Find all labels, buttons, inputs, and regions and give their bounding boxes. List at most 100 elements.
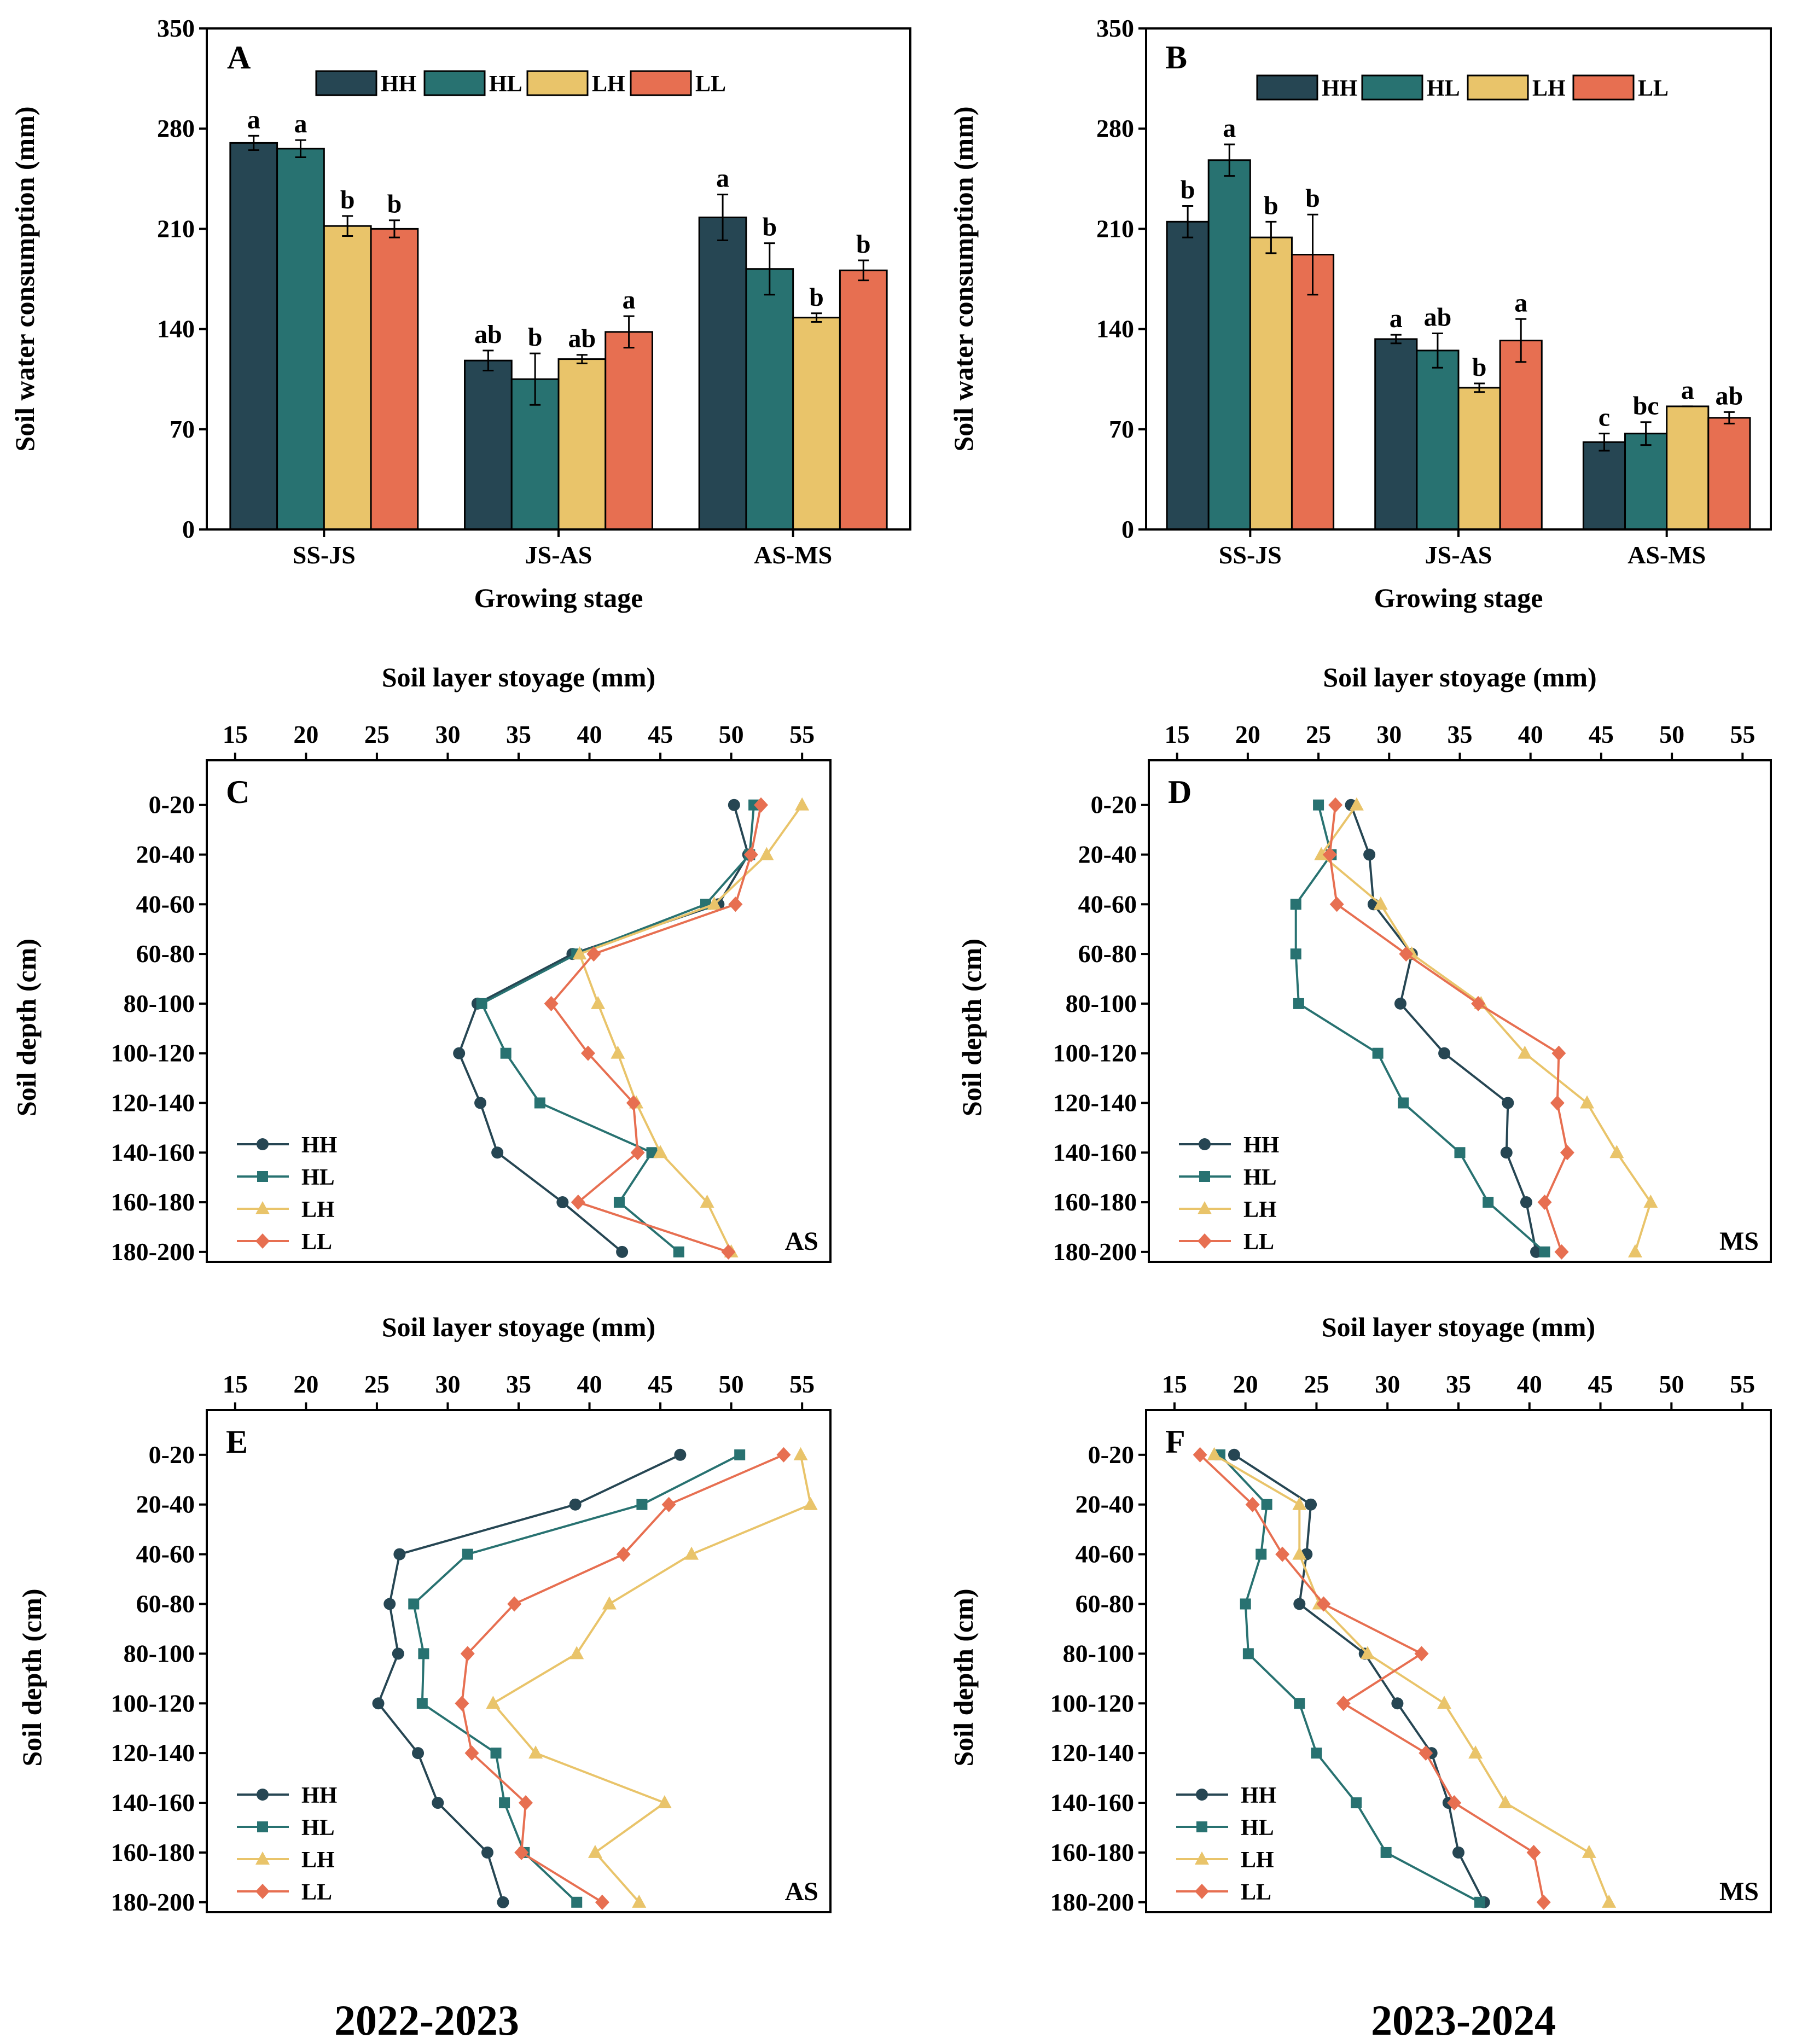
marker-square <box>1290 899 1301 910</box>
marker-diamond <box>630 1145 645 1161</box>
marker-circle <box>1502 1097 1514 1109</box>
marker-diamond <box>507 1596 522 1612</box>
legend-label-HL: HL <box>301 1815 335 1841</box>
y-tick-label: 140-160 <box>111 1789 195 1816</box>
marker-diamond <box>1551 1045 1566 1061</box>
significance-letter: b <box>1264 191 1278 220</box>
x-tick-label: 15 <box>223 720 248 748</box>
legend-label-HH: HH <box>1241 1783 1276 1808</box>
y-tick-label: 80-100 <box>1063 1639 1134 1667</box>
legend-swatch-LH <box>526 70 589 96</box>
significance-letter: a <box>1681 376 1694 405</box>
marker-diamond <box>514 1844 529 1860</box>
x-tick-label: 45 <box>1589 720 1614 748</box>
marker-circle <box>392 1647 404 1660</box>
marker-diamond <box>1471 995 1486 1011</box>
y-axis-label: Soil water consumption (mm) <box>948 106 979 451</box>
marker-triangle <box>255 1201 270 1214</box>
marker-triangle <box>591 995 606 1009</box>
marker-circle <box>1394 997 1406 1010</box>
category-label: AS-MS <box>754 541 832 569</box>
marker-triangle <box>684 1546 699 1560</box>
bar-LL-JS-AS <box>1499 340 1543 531</box>
marker-circle <box>728 799 740 811</box>
marker-square <box>636 1499 648 1510</box>
marker-triangle <box>707 896 722 910</box>
marker-triangle <box>588 1844 602 1858</box>
y-tick-label: 40-60 <box>1076 1540 1134 1568</box>
x-tick-label: 15 <box>1165 720 1190 748</box>
marker-square <box>1290 948 1301 960</box>
y-tick-label: 210 <box>157 214 195 242</box>
marker-triangle <box>569 1646 584 1659</box>
marker-square <box>1539 1246 1550 1257</box>
y-tick-label: 350 <box>1096 14 1134 42</box>
significance-letter: ab <box>568 324 596 353</box>
significance-letter: b <box>387 190 402 219</box>
y-tick-label: 60-80 <box>1078 940 1137 968</box>
y-tick-label: 40-60 <box>1078 890 1137 918</box>
x-axis-label: Soil layer stoyage (mm) <box>1323 662 1596 692</box>
x-tick-label: 55 <box>789 720 815 748</box>
x-tick-label: 25 <box>1306 720 1331 748</box>
legend-label-HH: HH <box>381 72 416 97</box>
marker-triangle <box>653 1145 668 1158</box>
y-tick-label: 60-80 <box>1076 1589 1134 1617</box>
marker-triangle <box>657 1795 672 1809</box>
bar-LL-JS-AS <box>605 331 653 531</box>
x-tick-label: 25 <box>364 1370 390 1398</box>
marker-triangle <box>1373 896 1388 910</box>
marker-square <box>418 1648 429 1659</box>
x-tick-label: 45 <box>1588 1370 1613 1398</box>
bar-HL-AS-MS <box>1624 433 1668 531</box>
bar-LH-AS-MS <box>1666 405 1710 531</box>
line-chart-C: 15 20 25 30 35 40 45 50 55 Soil layer stoyage (mm… <box>11 662 832 1266</box>
marker-circle <box>1228 1448 1240 1461</box>
legend-label-LH: LH <box>1241 1848 1274 1873</box>
marker-square <box>1242 1648 1254 1659</box>
significance-letter: a <box>1390 304 1403 333</box>
marker-square <box>1261 1499 1272 1510</box>
x-tick-label: 55 <box>789 1370 815 1398</box>
marker-circle <box>1438 1047 1451 1059</box>
y-axis-label: Soil depth (cm) <box>16 1589 47 1767</box>
y-tick-label: 80-100 <box>124 989 195 1017</box>
series-line-HH <box>377 1453 681 1903</box>
bar-HH-SS-JS <box>1166 220 1210 531</box>
x-axis-label: Growing stage <box>474 583 643 613</box>
legend-label-LH: LH <box>1532 76 1566 101</box>
series-line-HL <box>480 805 755 1253</box>
marker-diamond <box>1554 1244 1569 1260</box>
marker-triangle <box>700 1195 714 1208</box>
y-tick-label: 140-160 <box>111 1138 195 1166</box>
legend-label-LH: LH <box>592 72 625 97</box>
y-tick-label: 20-40 <box>1078 841 1137 869</box>
legend-label-HH: HH <box>301 1783 337 1808</box>
marker-diamond <box>626 1095 641 1111</box>
marker-circle <box>491 1146 504 1159</box>
marker-circle <box>257 1138 269 1150</box>
bar-HL-AS-MS <box>745 268 794 531</box>
series-line-LL <box>461 1453 784 1903</box>
marker-square <box>408 1598 420 1610</box>
y-tick-label: 180-200 <box>111 1238 195 1266</box>
marker-square <box>1294 1698 1305 1709</box>
significance-letter: a <box>716 164 729 193</box>
bar-LH-JS-AS <box>1457 387 1501 531</box>
x-axis-label: Soil layer stoyage (mm) <box>382 662 655 692</box>
marker-square <box>1474 1896 1485 1908</box>
marker-triangle <box>1468 1745 1483 1759</box>
x-tick-label: 25 <box>364 720 390 748</box>
y-axis-label: Soil depth (cm) <box>956 939 987 1116</box>
significance-letter: b <box>1305 184 1320 213</box>
marker-diamond <box>544 995 559 1011</box>
y-axis-label: Soil depth (cm) <box>948 1589 979 1767</box>
y-tick-label: 0-20 <box>149 791 195 819</box>
bar-HH-AS-MS <box>1582 441 1626 531</box>
series-line-HH <box>458 805 749 1253</box>
y-tick-label: 0-20 <box>1088 1441 1134 1469</box>
marker-circle <box>372 1697 385 1710</box>
y-tick-label: 0-20 <box>1091 791 1137 819</box>
x-tick-label: 35 <box>506 1370 531 1398</box>
panel-letter: A <box>227 39 251 75</box>
